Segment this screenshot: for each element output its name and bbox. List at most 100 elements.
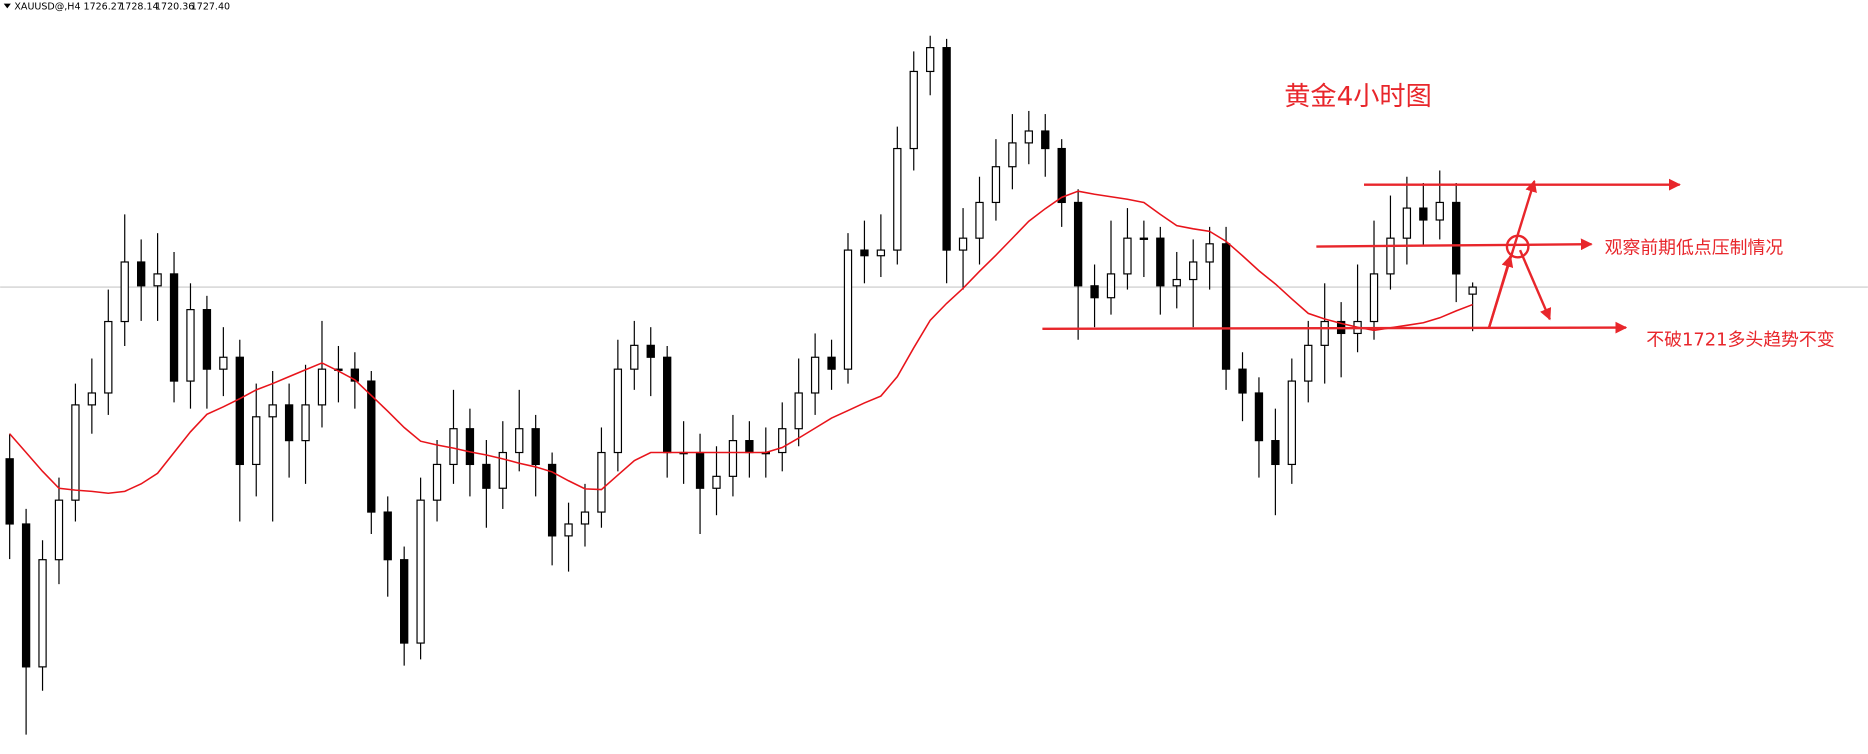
candle-body [268,404,277,418]
candle-body [876,249,886,257]
arrow [1042,321,1628,334]
candle-body [367,380,376,513]
candle-body [252,416,261,466]
candle-body [860,249,869,257]
candle-body [597,451,606,513]
candle-body [1435,201,1444,221]
candle-body [564,523,573,537]
candle-body [1369,273,1379,323]
candle-body [1386,237,1395,275]
candle-body [1287,380,1296,466]
candle-body [186,309,195,382]
candle-body [630,344,639,370]
candle-body [432,463,442,501]
candle-body [843,249,853,370]
candle-body [416,499,425,644]
ohlc-low: 1720.36 [155,2,194,13]
candle-body [153,273,162,287]
candle-body [531,428,540,466]
candle-body [169,273,179,382]
candle-body [136,261,146,287]
candle-body [482,463,491,489]
ohlc-high: 1728.14 [119,2,158,13]
candle-body [350,368,360,382]
candle-body [219,356,228,370]
candle-body [909,70,918,150]
candle-body [400,559,409,644]
candle-body [942,47,951,251]
candle-body [794,392,803,430]
candle-body [712,475,721,489]
arrow [1487,254,1514,328]
candle-body [54,499,64,561]
menu-triangle [3,3,11,9]
candle-body [728,440,738,477]
candle-body [383,511,392,561]
annotation: 不破1721多头趋势不变 [1646,329,1834,350]
candle-body [1041,130,1050,150]
candle-body [695,451,705,489]
candle-body [498,451,507,489]
candle-body [120,261,129,323]
candle-body [1139,237,1149,240]
candle-body [1008,142,1017,168]
candle-body [449,428,458,466]
candle-body [1419,207,1428,221]
candle-body [613,368,623,454]
candle-body [104,320,113,394]
candle-body [778,428,787,454]
candle-body [893,147,902,251]
candle-body [5,458,14,525]
candle-body [810,356,820,394]
candle-body [1271,440,1280,466]
candle-body [87,392,97,406]
candle-body [465,428,475,466]
candle-body [202,309,212,370]
candle-body [1024,130,1033,144]
annotation-drawing [1042,178,1681,334]
candle-body [1073,201,1083,287]
candle-body [1172,278,1181,287]
candle-body [1221,243,1231,370]
candle-body [1320,320,1329,346]
candle-body [38,559,47,668]
chart-title: 黄金4小时图 [1284,82,1432,112]
candle-body [580,511,590,525]
candle-body [515,428,524,454]
candle-body [301,404,310,442]
arrow [1316,238,1593,251]
candle-body [827,356,836,370]
candle-body [235,356,244,466]
candle-body [1452,201,1461,275]
candle-body [1205,243,1214,263]
ohlc-open: 1726.27 [84,2,123,13]
candle-body [1238,368,1247,394]
candle-body [21,523,31,668]
ohlc-close: 1727.40 [191,2,230,13]
ma-layer [9,190,1473,495]
candle-body [1156,237,1165,287]
moving-average [9,190,1473,495]
candle-body [1123,237,1132,275]
candle-body [975,201,984,239]
candle-body [1090,285,1099,299]
candle-body [926,47,935,73]
annotation: 观察前期低点压制情况 [1605,238,1784,259]
candle-body [1304,344,1313,382]
candle-body [1106,273,1116,299]
candles [5,35,1477,735]
candle-body [1057,147,1066,204]
candle-body [745,440,754,454]
candle-body [284,404,294,442]
symbol: XAUUSD@,H4 [14,2,80,13]
candle-body [317,368,327,406]
arrow [1518,249,1552,321]
candle-body [1189,261,1198,281]
candle-body [991,166,1001,204]
candle-body [646,344,655,358]
candle-body [1254,392,1264,442]
candle-body [1402,207,1412,239]
candle-body [958,237,968,251]
